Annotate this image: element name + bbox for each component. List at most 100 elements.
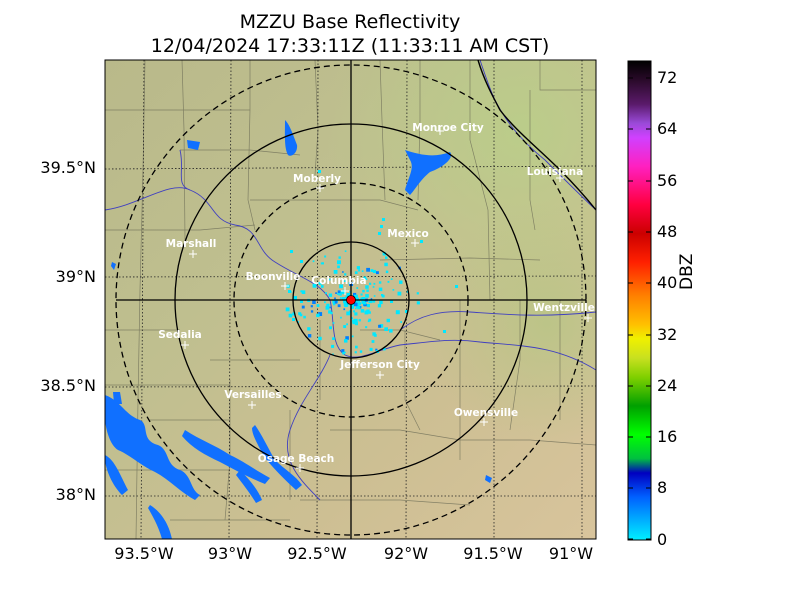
colorbar-tick-label: 24 — [657, 376, 678, 395]
echo-pixel — [390, 300, 393, 303]
echo-pixel — [312, 300, 316, 304]
city-marker-icon — [189, 250, 197, 258]
echo-pixel — [346, 304, 349, 307]
echo-pixel — [324, 255, 327, 258]
echo-pixel — [378, 287, 383, 292]
echo-pixel — [400, 321, 402, 323]
echo-pixel — [310, 305, 313, 308]
city-label: Columbia — [311, 275, 366, 287]
city-markers: Monroe City Moberly Louisiana Mexico Marshal… — [158, 122, 595, 472]
echo-pixel — [343, 325, 347, 328]
lat-label: 39°N — [55, 267, 96, 286]
echo-pixel — [368, 318, 372, 322]
echo-pixel — [303, 315, 306, 319]
echo-pixel — [354, 300, 358, 304]
echo-pixel — [365, 278, 368, 280]
echo-pixel — [372, 269, 376, 274]
echo-pixel — [337, 290, 341, 294]
echo-pixel — [332, 322, 335, 324]
echo-pixel — [382, 218, 385, 221]
echo-pixel — [342, 271, 344, 273]
echo-pixel — [339, 284, 343, 289]
echo-pixel — [337, 265, 340, 269]
echo-pixel — [333, 270, 338, 274]
echo-pixel — [318, 281, 322, 285]
echo-pixel — [361, 297, 366, 301]
city-marker-icon — [181, 341, 189, 349]
echo-pixel — [384, 327, 388, 331]
echo-pixel — [378, 232, 381, 235]
colorbar-tick-label: 16 — [657, 427, 678, 446]
echo-pixel — [316, 313, 320, 318]
echo-pixel — [397, 291, 402, 296]
echo-pixel — [372, 300, 376, 303]
echo-pixel — [325, 292, 327, 294]
city-marker-icon — [296, 464, 304, 472]
city-label: Versailles — [224, 389, 281, 401]
city-label: Mexico — [387, 228, 428, 240]
echo-pixel — [297, 321, 299, 323]
echo-pixel — [365, 285, 369, 289]
echo-pixel — [318, 312, 323, 316]
echo-pixel — [343, 280, 346, 282]
echo-pixel — [383, 347, 386, 351]
lon-label: 91°W — [548, 544, 594, 563]
echo-pixel — [318, 170, 321, 173]
map-frame — [104, 59, 597, 540]
echo-pixel — [326, 307, 328, 309]
echo-pixel — [320, 285, 324, 288]
echo-pixel — [366, 267, 370, 272]
echo-pixel — [344, 304, 348, 308]
echo-pixel — [292, 318, 295, 321]
echo-pixel — [301, 290, 306, 294]
city-marker-icon — [281, 282, 289, 290]
lat-label: 39.5°N — [40, 158, 96, 177]
echo-pixel — [353, 292, 357, 297]
echo-pixel — [370, 298, 373, 300]
echo-pixel — [356, 266, 360, 270]
echo-pixel — [334, 297, 336, 300]
echo-pixel — [373, 295, 376, 297]
city-label: Monroe City — [412, 122, 484, 134]
echo-pixel — [301, 305, 305, 309]
echo-pixel — [353, 318, 358, 323]
echo-pixel — [354, 271, 358, 274]
echo-pixel — [288, 313, 293, 318]
echo-pixel — [324, 301, 326, 304]
echo-pixel — [399, 280, 403, 284]
echo-pixel — [377, 304, 382, 308]
echo-pixel — [420, 240, 423, 243]
echo-pixel — [334, 300, 338, 304]
city-label: Moberly — [293, 173, 341, 185]
echo-pixel — [366, 304, 370, 308]
echo-pixel — [369, 347, 373, 351]
echo-pixel — [338, 256, 341, 259]
echo-pixel — [307, 334, 312, 338]
echo-pixel — [350, 303, 354, 308]
lon-label: 93.5°W — [114, 544, 174, 563]
echo-pixel — [339, 292, 342, 294]
colorbar-tick-label: 40 — [657, 273, 678, 292]
echo-pixel — [361, 270, 364, 272]
echo-pixel — [416, 301, 420, 305]
colorbar-tick-label: 48 — [657, 222, 678, 241]
city-marker-icon — [376, 371, 384, 379]
echo-pixel — [344, 250, 347, 252]
echo-pixel — [292, 312, 296, 316]
echo-pixel — [342, 297, 346, 301]
lat-label: 38°N — [55, 485, 96, 504]
echo-pixel — [351, 335, 354, 338]
echo-pixel — [310, 310, 314, 313]
city-label: Boonville — [246, 271, 301, 283]
echo-pixel — [366, 289, 369, 292]
echo-pixel — [288, 290, 291, 293]
echo-pixel — [385, 270, 389, 274]
echo-pixel — [387, 280, 390, 283]
echo-pixel — [384, 262, 388, 267]
lon-label: 92°W — [383, 544, 429, 563]
echo-pixel — [353, 310, 356, 313]
echo-pixel — [359, 350, 363, 353]
echo-pixel — [316, 304, 320, 307]
echo-pixel — [366, 309, 370, 313]
